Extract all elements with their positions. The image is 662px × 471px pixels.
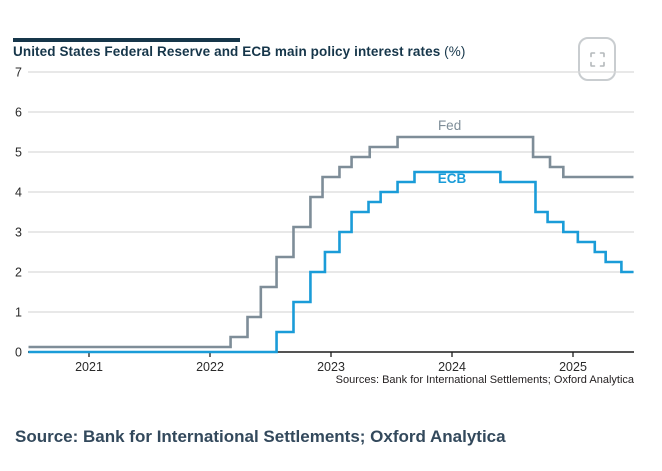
series-line-ecb	[28, 170, 634, 354]
chart-title: United States Federal Reserve and ECB ma…	[13, 44, 573, 59]
chart-title-unit: (%)	[444, 44, 466, 59]
y-tick-label-3: 3	[15, 226, 22, 240]
chart-title-text: United States Federal Reserve and ECB ma…	[13, 44, 441, 59]
series-label-ecb: ECB	[438, 171, 467, 186]
expand-button[interactable]	[578, 37, 616, 81]
title-accent-bar	[13, 38, 240, 42]
x-tick-label-2023: 2023	[317, 360, 345, 374]
policy-rates-chart: 0 1 2 3 4 5 6 7 2021 2022 2023 2024 2025 Fed ECB	[15, 66, 634, 374]
y-tick-label-4: 4	[15, 186, 22, 200]
y-tick-label-0: 0	[15, 346, 22, 360]
y-tick-label-1: 1	[15, 306, 22, 320]
x-tick-label-2025: 2025	[559, 360, 587, 374]
footer-source: Source: Bank for International Settlemen…	[15, 427, 506, 446]
y-tick-label-6: 6	[15, 106, 22, 120]
fullscreen-icon	[589, 51, 605, 67]
x-tick-label-2024: 2024	[438, 360, 466, 374]
x-tick-label-2021: 2021	[75, 360, 103, 374]
x-tick-label-2022: 2022	[196, 360, 224, 374]
series-label-fed: Fed	[438, 118, 461, 133]
series-line-fed	[28, 135, 634, 349]
y-tick-label-2: 2	[15, 266, 22, 280]
chart-sources-note: Sources: Bank for International Settleme…	[335, 374, 634, 386]
y-tick-label-5: 5	[15, 146, 22, 160]
y-tick-label-7: 7	[15, 66, 22, 80]
